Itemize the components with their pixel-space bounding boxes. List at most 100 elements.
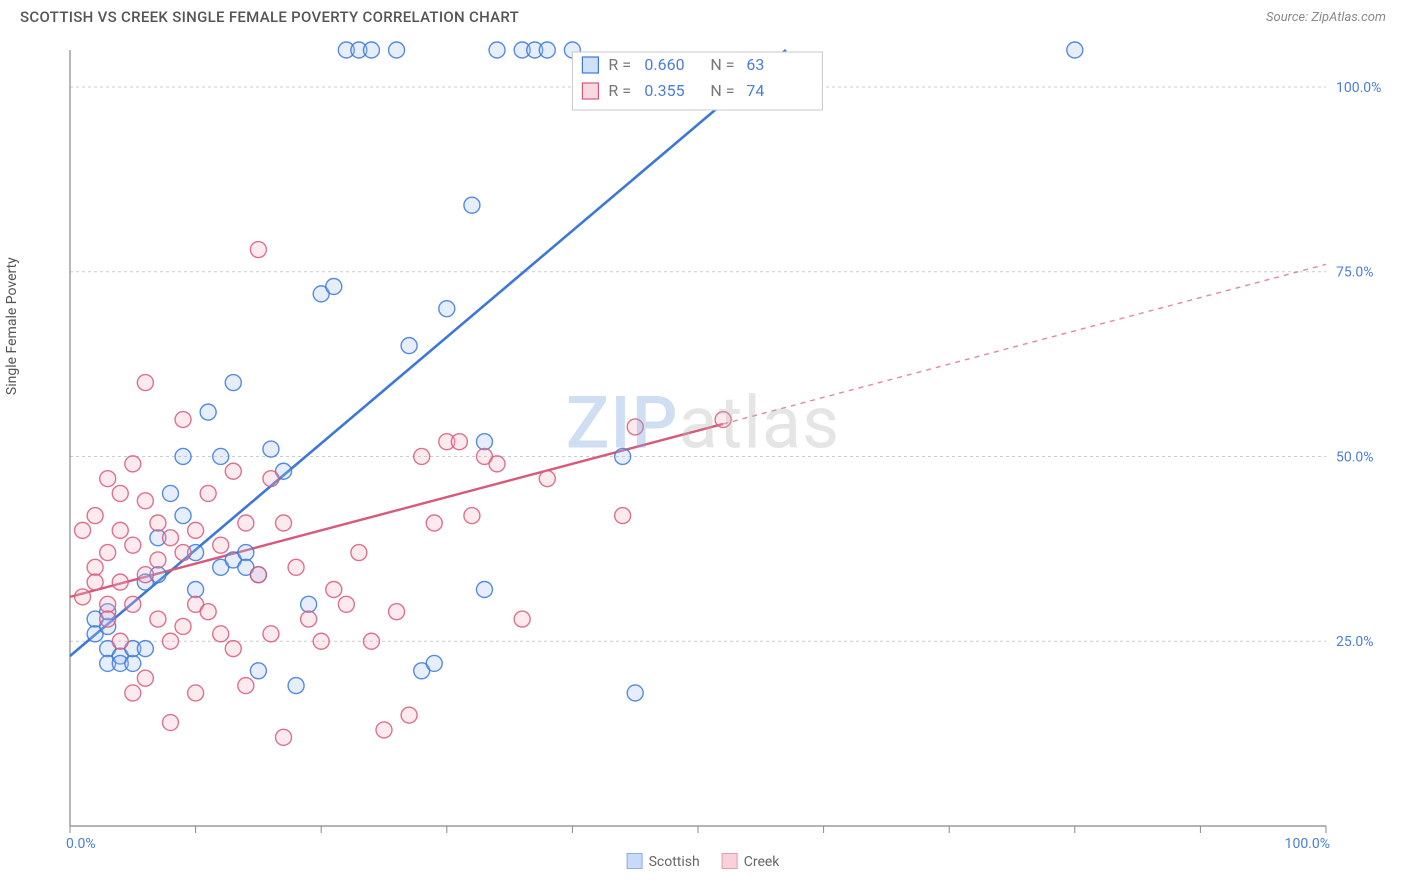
data-point-creek — [213, 626, 229, 642]
data-point-creek — [87, 508, 103, 524]
data-point-creek — [87, 559, 103, 575]
data-point-scottish — [539, 42, 555, 58]
data-point-scottish — [238, 545, 254, 561]
data-point-scottish — [326, 278, 342, 294]
data-point-scottish — [489, 42, 505, 58]
data-point-scottish — [188, 582, 204, 598]
data-point-scottish — [426, 655, 442, 671]
data-point-scottish — [439, 301, 455, 317]
data-point-scottish — [263, 441, 279, 457]
regression-line-scottish — [70, 50, 786, 656]
data-point-creek — [125, 537, 141, 553]
data-point-creek — [175, 618, 191, 634]
data-point-creek — [250, 242, 266, 258]
data-point-creek — [175, 545, 191, 561]
data-point-scottish — [476, 582, 492, 598]
data-point-creek — [150, 611, 166, 627]
stats-r-value: 0.660 — [644, 55, 684, 74]
stats-n-value: 74 — [746, 81, 764, 100]
data-point-scottish — [401, 338, 417, 354]
chart-container: Single Female Poverty 25.0%50.0%75.0%100… — [20, 40, 1386, 872]
data-point-creek — [150, 552, 166, 568]
data-point-creek — [615, 508, 631, 524]
x-tick-label: 0.0% — [66, 836, 96, 852]
stats-r-value: 0.355 — [644, 81, 684, 100]
data-point-creek — [451, 434, 467, 450]
data-point-creek — [162, 530, 178, 546]
data-point-creek — [514, 611, 530, 627]
data-point-creek — [137, 670, 153, 686]
data-point-creek — [87, 574, 103, 590]
stats-n-value: 63 — [746, 55, 764, 74]
data-point-creek — [75, 589, 91, 605]
data-point-creek — [112, 485, 128, 501]
data-point-scottish — [464, 197, 480, 213]
stats-n-label: N = — [710, 55, 734, 74]
data-point-creek — [175, 412, 191, 428]
data-point-creek — [100, 611, 116, 627]
stats-r-label: R = — [608, 55, 631, 74]
y-axis-label: Single Female Poverty — [4, 257, 20, 395]
data-point-scottish — [200, 404, 216, 420]
data-point-scottish — [301, 596, 317, 612]
data-point-creek — [276, 729, 292, 745]
data-point-creek — [162, 633, 178, 649]
data-point-scottish — [627, 685, 643, 701]
data-point-scottish — [225, 375, 241, 391]
data-point-creek — [100, 545, 116, 561]
data-point-creek — [376, 722, 392, 738]
data-point-creek — [715, 412, 731, 428]
data-point-creek — [313, 633, 329, 649]
stats-swatch — [582, 57, 598, 73]
data-point-creek — [351, 545, 367, 561]
data-point-scottish — [389, 42, 405, 58]
data-point-scottish — [615, 448, 631, 464]
y-tick-label: 75.0% — [1336, 265, 1374, 281]
data-point-scottish — [162, 485, 178, 501]
data-point-scottish — [1067, 42, 1083, 58]
legend-item: Scottish — [627, 853, 700, 870]
data-point-creek — [263, 626, 279, 642]
data-point-creek — [326, 582, 342, 598]
data-point-creek — [426, 515, 442, 531]
data-point-scottish — [250, 663, 266, 679]
data-point-creek — [162, 715, 178, 731]
data-point-creek — [238, 515, 254, 531]
data-point-scottish — [213, 448, 229, 464]
stats-swatch — [582, 83, 598, 99]
data-point-creek — [225, 641, 241, 657]
x-tick-label: 100.0% — [1285, 836, 1330, 852]
legend-label: Scottish — [649, 854, 700, 870]
data-point-creek — [188, 522, 204, 538]
data-point-scottish — [125, 655, 141, 671]
data-point-scottish — [175, 508, 191, 524]
data-point-scottish — [175, 448, 191, 464]
data-point-creek — [225, 463, 241, 479]
data-point-creek — [137, 375, 153, 391]
data-point-creek — [125, 596, 141, 612]
y-tick-label: 25.0% — [1336, 634, 1374, 650]
data-point-creek — [539, 471, 555, 487]
legend-label: Creek — [744, 854, 780, 870]
scatter-plot: 25.0%50.0%75.0%100.0%0.0%100.0%R =0.660N… — [60, 40, 1386, 872]
data-point-scottish — [137, 641, 153, 657]
data-point-creek — [288, 559, 304, 575]
data-point-creek — [112, 633, 128, 649]
data-point-scottish — [476, 434, 492, 450]
data-point-scottish — [288, 678, 304, 694]
legend-item: Creek — [722, 853, 780, 870]
regression-line-dashed-creek — [723, 264, 1326, 424]
data-point-creek — [276, 515, 292, 531]
y-tick-label: 100.0% — [1336, 80, 1381, 96]
data-point-creek — [200, 604, 216, 620]
data-point-creek — [125, 456, 141, 472]
data-point-creek — [401, 707, 417, 723]
source-attribution: Source: ZipAtlas.com — [1266, 10, 1386, 25]
data-point-creek — [100, 596, 116, 612]
data-point-creek — [250, 567, 266, 583]
data-point-creek — [125, 685, 141, 701]
data-point-creek — [414, 448, 430, 464]
data-point-creek — [338, 596, 354, 612]
stats-n-label: N = — [710, 81, 734, 100]
data-point-creek — [150, 515, 166, 531]
